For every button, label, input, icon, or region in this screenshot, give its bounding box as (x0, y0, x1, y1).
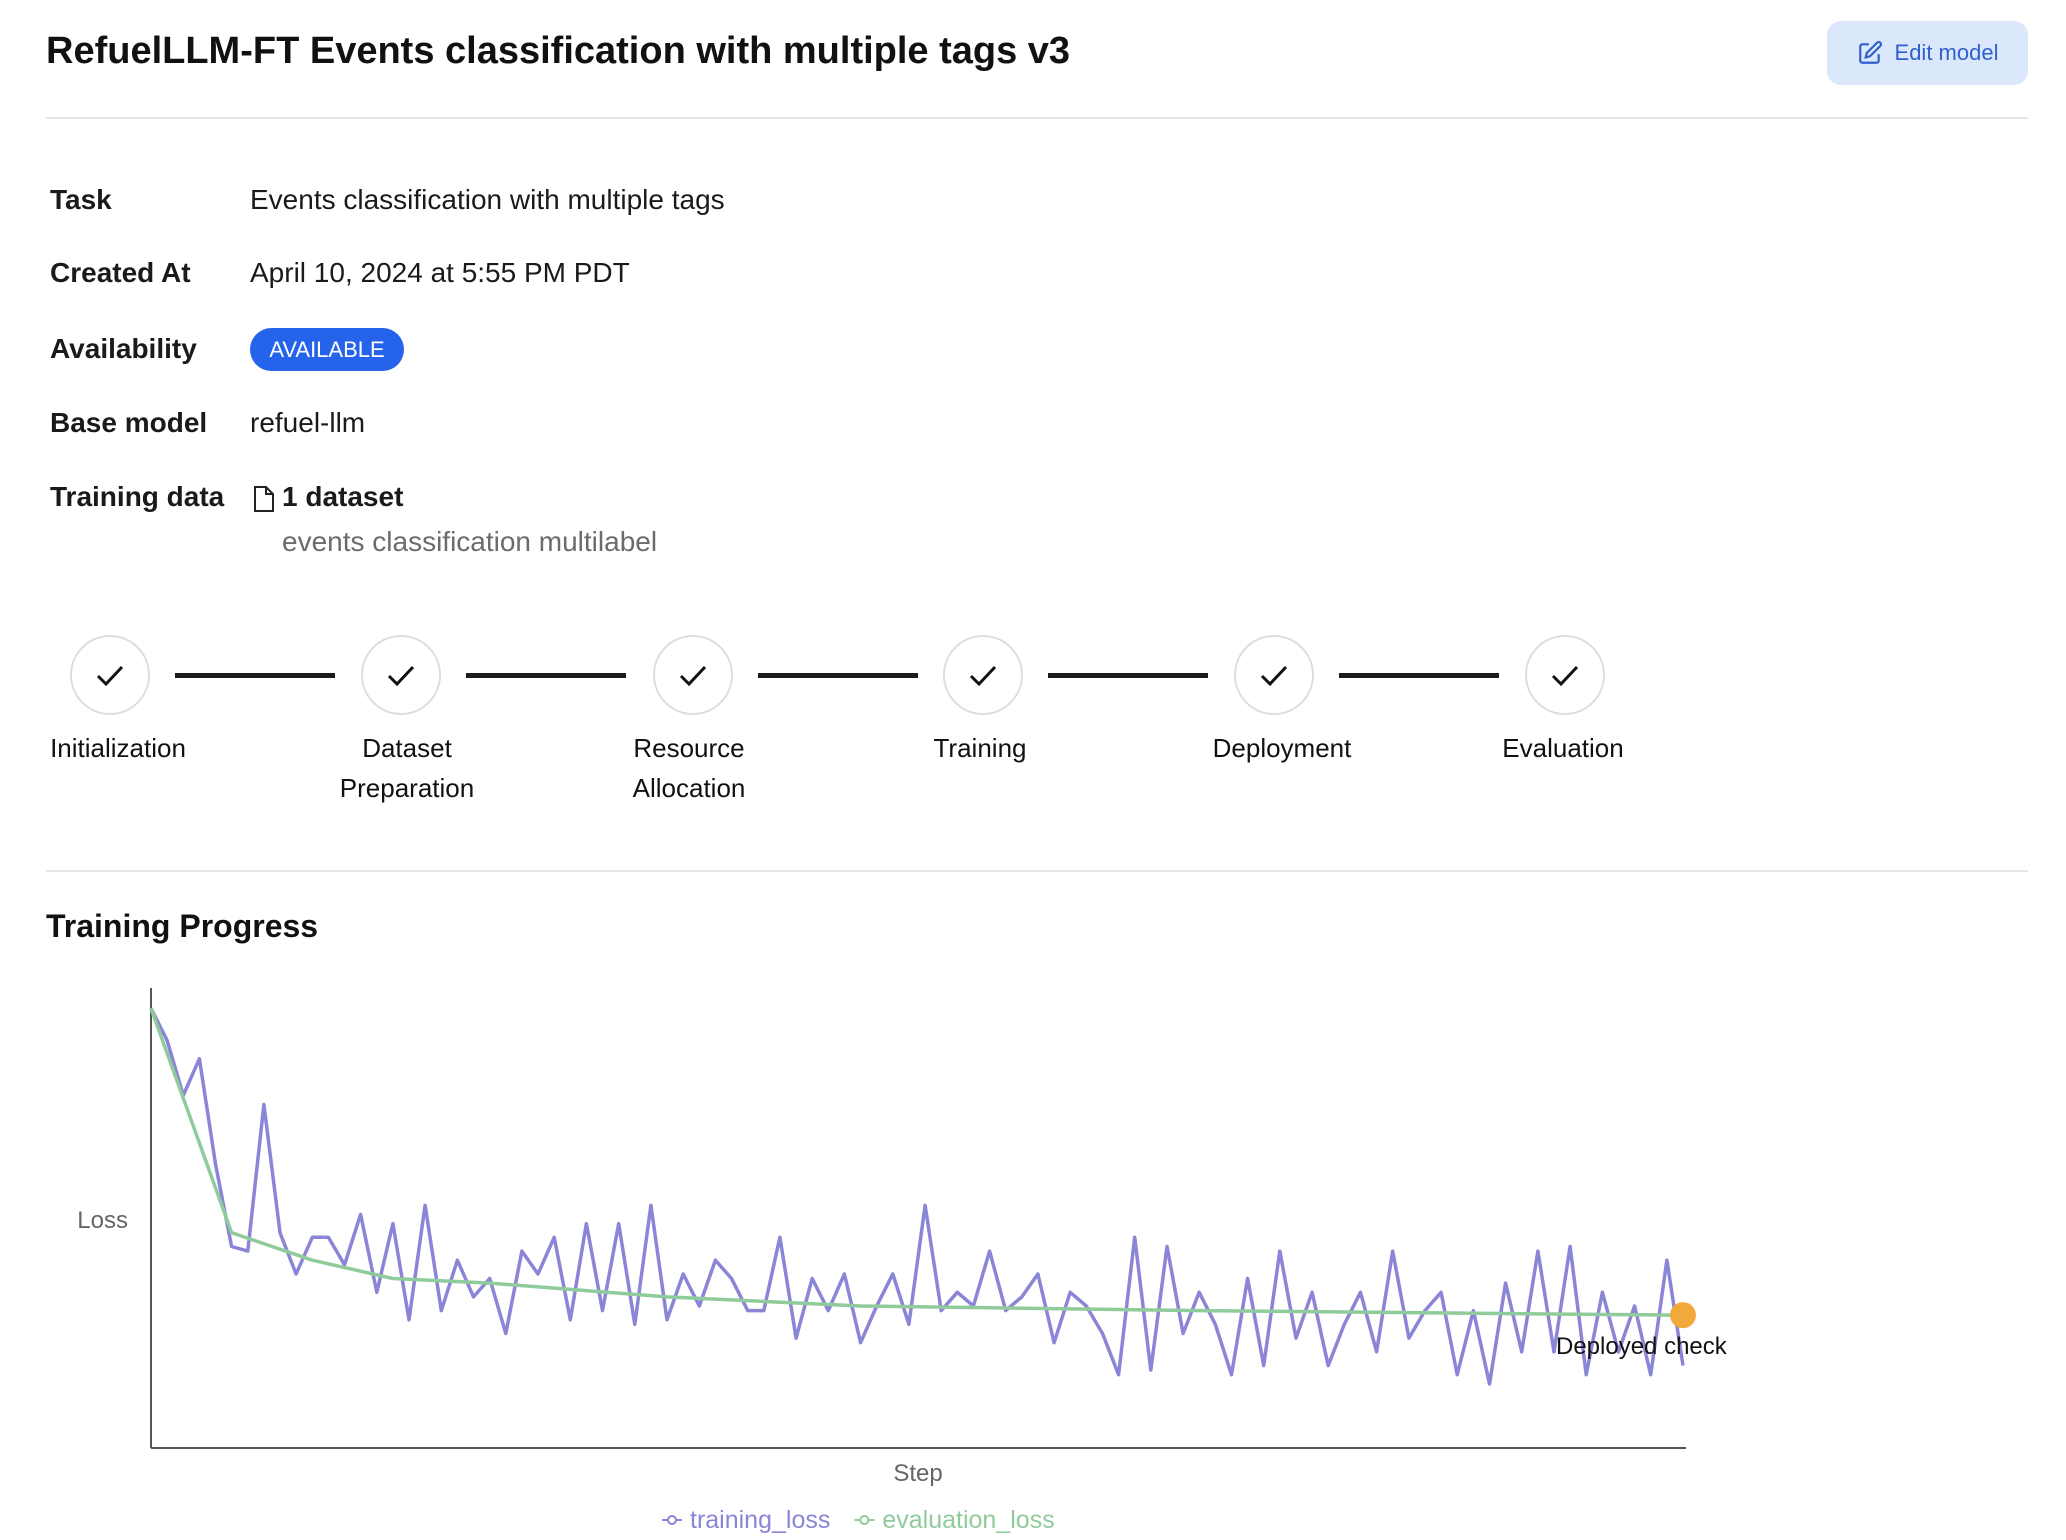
dataset-name[interactable]: events classification multilabel (282, 526, 658, 557)
check-icon (1551, 665, 1579, 687)
checkpoint-marker (1670, 1302, 1696, 1329)
legend-swatch-dot (667, 1515, 677, 1525)
divider (46, 117, 2028, 119)
step-label: Initialization (50, 733, 186, 763)
legend-label: training_loss (690, 1506, 830, 1534)
step-connector (1048, 673, 1208, 678)
y-axis-label: Loss (77, 1207, 128, 1234)
divider (46, 870, 2028, 872)
edit-icon (1858, 41, 1882, 64)
step-label: Evaluation (1502, 733, 1624, 763)
step-label: Training (933, 733, 1027, 763)
legend-item: training_loss (662, 1506, 830, 1534)
check-icon (96, 665, 124, 687)
detail-label: Availability (50, 333, 197, 364)
step-circle (653, 635, 733, 715)
check-icon (969, 665, 997, 687)
series-line (149, 1007, 1685, 1386)
step-circle (1525, 635, 1605, 715)
step-circle (361, 635, 441, 715)
step-connector (758, 673, 918, 678)
step-connector (175, 673, 335, 678)
legend-label: evaluation_loss (882, 1506, 1054, 1534)
x-axis-label: Step (893, 1460, 942, 1487)
check-icon (679, 665, 707, 687)
legend-item: evaluation_loss (854, 1506, 1055, 1534)
detail-label: Base model (50, 407, 208, 438)
series-line (149, 1007, 1684, 1317)
step-circle (70, 635, 150, 715)
detail-value: refuel-llm (250, 407, 366, 438)
checkpoint-label: Deployed check (1556, 1333, 1728, 1360)
legend-swatch-dot (859, 1515, 870, 1525)
detail-label: Training data (50, 481, 225, 512)
step-circle (943, 635, 1023, 715)
detail-label: Task (50, 184, 112, 215)
page-title: RefuelLLM-FT Events classification with … (46, 30, 1071, 72)
check-icon (387, 665, 415, 687)
edit-button[interactable]: Edit model (1827, 21, 2028, 85)
detail-label: Created At (50, 257, 191, 288)
dataset-count[interactable]: 1 dataset (282, 481, 404, 512)
step-label: Deployment (1212, 733, 1352, 763)
edit-label: Edit model (1894, 40, 1999, 65)
detail-value: Events classification with multiple tags (250, 184, 725, 215)
availability-badge: AVAILABLE (250, 328, 404, 371)
file-icon (254, 486, 274, 512)
step-label: Dataset Preparation (339, 733, 475, 803)
step-circle (1234, 635, 1314, 715)
step-connector (1339, 673, 1499, 678)
check-icon (1260, 665, 1288, 687)
section-heading: Training Progress (46, 908, 319, 944)
step-connector (466, 673, 626, 678)
step-label: Resource Allocation (632, 733, 746, 803)
detail-value: April 10, 2024 at 5:55 PM PDT (250, 257, 630, 288)
